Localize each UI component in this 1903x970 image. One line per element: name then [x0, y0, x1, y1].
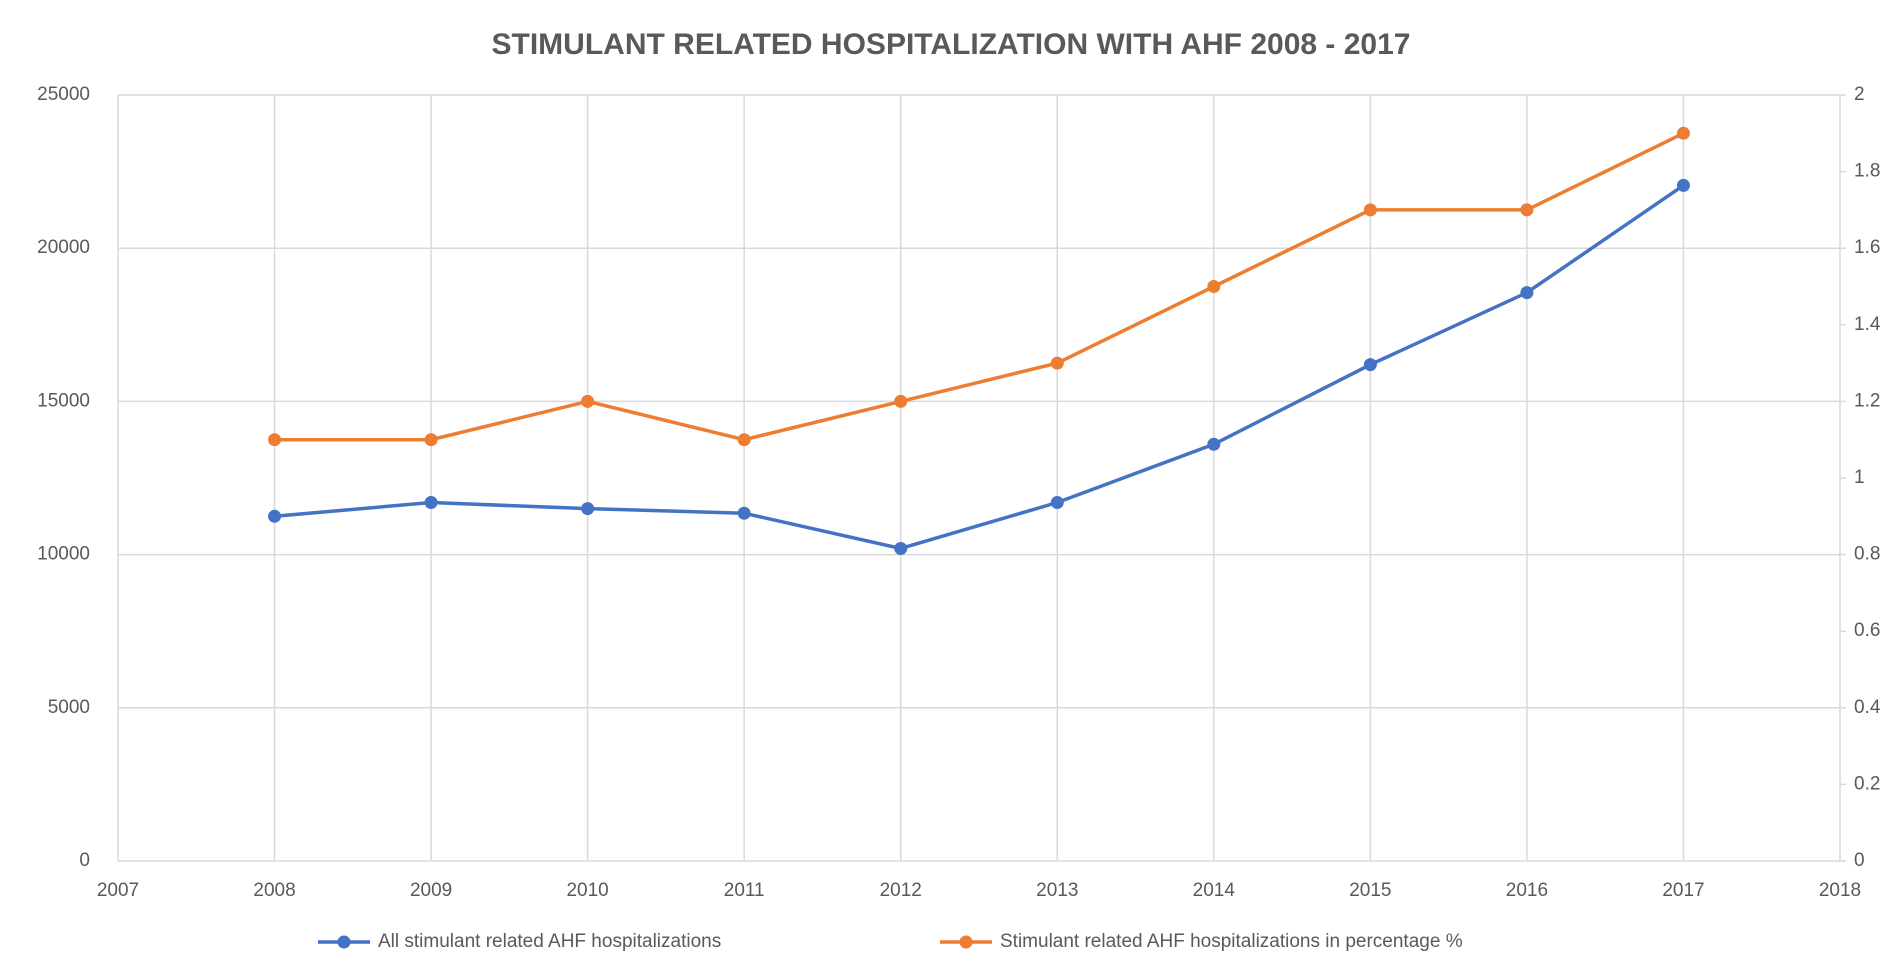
point	[1207, 437, 1221, 451]
series-line	[274, 183, 1685, 551]
y2-tick-label: 0.8	[1854, 544, 1880, 565]
x-tick-label: 2008	[253, 880, 295, 901]
y2-tick-label: 0.2	[1854, 773, 1880, 794]
legend-label: Stimulant related AHF hospitalizations i…	[1000, 931, 1463, 952]
point	[1050, 496, 1064, 510]
y2-tick-label: 0.4	[1854, 697, 1881, 718]
x-tick-label: 2010	[566, 880, 608, 901]
x-tick-label: 2012	[880, 880, 922, 901]
x-tick-label: 2016	[1506, 880, 1548, 901]
point	[1520, 286, 1534, 300]
point	[894, 394, 908, 408]
point	[268, 433, 282, 447]
point	[737, 506, 751, 520]
point	[1363, 358, 1377, 372]
y-tick-label: 15000	[37, 390, 90, 411]
legend-marker	[959, 935, 973, 949]
y-tick-label: 25000	[37, 84, 90, 105]
y-tick-label: 20000	[37, 237, 90, 258]
point	[737, 433, 751, 447]
point	[424, 496, 438, 510]
point	[1363, 203, 1377, 217]
x-tick-label: 2009	[410, 880, 452, 901]
x-tick-label: 2011	[724, 880, 765, 901]
x-tick-label: 2013	[1036, 880, 1078, 901]
y2-tick-label: 2	[1854, 84, 1865, 105]
point	[268, 509, 282, 523]
legend-marker	[337, 935, 351, 949]
y2-tick-label: 1.6	[1854, 237, 1880, 258]
y-tick-label: 5000	[48, 697, 90, 718]
y2-tick-label: 0.6	[1854, 620, 1880, 641]
point	[1676, 126, 1690, 140]
point	[894, 541, 908, 555]
point	[581, 394, 595, 408]
point	[581, 502, 595, 516]
y2-tick-label: 1.4	[1854, 314, 1881, 335]
point	[424, 433, 438, 447]
x-tick-label: 2015	[1349, 880, 1391, 901]
x-tick-label: 2018	[1819, 880, 1861, 901]
legend-label: All stimulant related AHF hospitalizatio…	[378, 931, 721, 952]
x-tick-label: 2014	[1193, 880, 1236, 901]
x-tick-label: 2017	[1662, 880, 1704, 901]
point	[1520, 203, 1534, 217]
point	[1207, 280, 1221, 293]
series-line	[274, 131, 1685, 442]
y2-tick-label: 1.8	[1854, 161, 1880, 182]
y2-tick-label: 1	[1854, 467, 1865, 488]
chart-title: STIMULANT RELATED HOSPITALIZATION WITH A…	[492, 28, 1411, 61]
point	[1050, 356, 1064, 370]
x-tick-label: 2007	[97, 880, 139, 901]
y2-tick-label: 1.2	[1854, 390, 1880, 411]
y2-tick-label: 0	[1854, 850, 1865, 871]
y-tick-label: 10000	[37, 544, 90, 565]
point	[1676, 178, 1690, 192]
y-tick-label: 0	[79, 850, 90, 871]
